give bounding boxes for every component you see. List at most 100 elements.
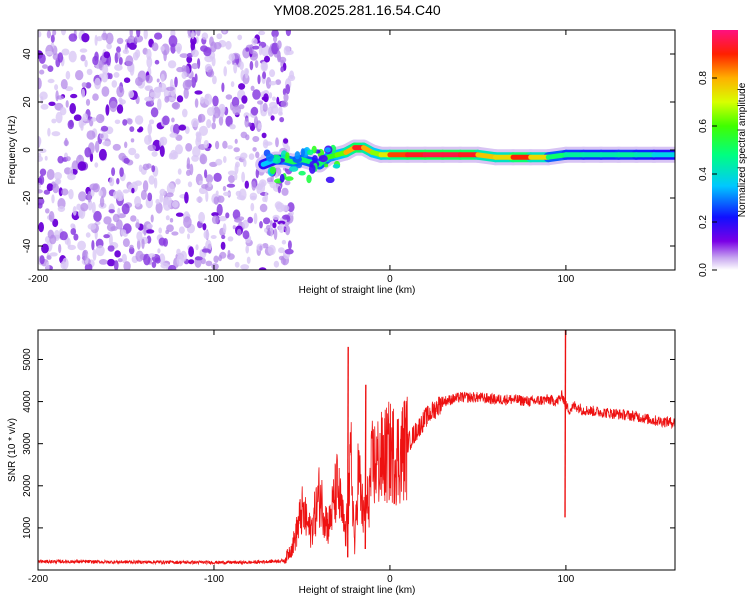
noise-blob: [225, 94, 233, 100]
noise-blob: [56, 95, 64, 100]
noise-blob: [118, 57, 123, 65]
noise-blob: [183, 87, 189, 99]
ridge-blob: [306, 174, 312, 184]
noise-blob: [151, 165, 156, 173]
noise-blob: [127, 35, 136, 45]
noise-blob: [43, 189, 51, 195]
noise-blob: [191, 30, 195, 40]
noise-blob: [194, 73, 198, 83]
noise-blob: [42, 64, 48, 69]
noise-blob: [154, 59, 160, 65]
noise-blob: [284, 248, 294, 255]
noise-blob: [178, 124, 187, 131]
noise-blob: [149, 92, 156, 98]
noise-blob: [280, 66, 285, 73]
noise-blob: [150, 214, 154, 223]
noise-blob: [280, 100, 289, 108]
ridge-segment: [545, 152, 569, 160]
noise-blob: [116, 85, 125, 98]
noise-blob: [198, 187, 207, 195]
noise-blob: [202, 223, 207, 231]
noise-blob: [128, 90, 135, 99]
noise-blob: [184, 191, 189, 204]
ridge-blob: [266, 153, 275, 162]
spectrogram-plot-area: [38, 30, 675, 270]
noise-blob: [188, 246, 195, 258]
noise-blob: [153, 87, 161, 99]
noise-blob: [126, 118, 133, 125]
noise-blob: [284, 180, 291, 186]
noise-blob: [190, 36, 197, 46]
noise-blob: [239, 61, 244, 70]
y-tick-label: 4000: [22, 390, 33, 413]
noise-blob: [257, 122, 262, 130]
noise-blob: [200, 96, 205, 104]
ridge-blob: [318, 155, 328, 163]
noise-blob: [166, 224, 174, 232]
noise-blob: [212, 95, 219, 107]
x-tick-label: -100: [204, 574, 224, 585]
noise-blob: [251, 37, 258, 46]
ridge-blob: [292, 155, 303, 164]
noise-blob: [134, 153, 140, 160]
noise-blob: [199, 154, 208, 165]
noise-blob: [38, 148, 47, 154]
noise-blob: [145, 85, 151, 91]
noise-blob: [278, 255, 285, 261]
spectrogram-ylabel: Frequency (Hz): [7, 116, 18, 185]
noise-blob: [187, 233, 190, 240]
noise-blob: [184, 126, 190, 134]
noise-blob: [178, 226, 185, 234]
noise-blob: [89, 183, 99, 191]
noise-blob: [205, 260, 213, 267]
noise-blob: [283, 45, 291, 56]
noise-blob: [134, 180, 142, 186]
noise-blob: [123, 77, 131, 83]
noise-blob: [77, 240, 86, 251]
noise-blob: [275, 137, 279, 148]
noise-blob: [211, 263, 219, 270]
noise-blob: [38, 155, 43, 162]
noise-blob: [102, 140, 112, 147]
noise-blob: [185, 143, 193, 152]
ridge-blob: [285, 152, 290, 159]
noise-blob: [201, 248, 211, 253]
noise-blob: [255, 151, 260, 159]
noise-blob: [246, 256, 251, 264]
noise-blob: [80, 122, 84, 131]
noise-blob: [61, 48, 70, 56]
noise-blob: [52, 218, 59, 228]
noise-blob: [209, 161, 218, 167]
noise-blob: [157, 248, 161, 254]
colorbar-gradient: [712, 30, 738, 270]
noise-blob: [227, 145, 233, 150]
noise-blob: [204, 169, 208, 179]
noise-blob: [118, 191, 124, 201]
noise-blob: [215, 190, 219, 196]
noise-blob: [141, 238, 145, 250]
noise-blob: [226, 60, 231, 65]
noise-blob: [128, 246, 135, 255]
noise-blob: [46, 30, 52, 39]
noise-blob: [176, 66, 185, 73]
noise-blob: [140, 189, 147, 201]
noise-blob: [234, 173, 238, 181]
noise-blob: [92, 248, 97, 261]
noise-blob: [100, 133, 104, 139]
noise-blob: [65, 86, 74, 92]
noise-blob: [125, 55, 134, 67]
noise-blob: [259, 101, 263, 114]
ridge-blob: [295, 162, 303, 168]
noise-blob: [201, 32, 209, 40]
noise-blob: [182, 108, 188, 118]
noise-blob: [129, 30, 133, 38]
noise-blob: [108, 209, 115, 214]
noise-blob: [91, 117, 97, 122]
noise-blob: [237, 216, 245, 221]
noise-blob: [57, 155, 64, 164]
noise-blob: [49, 234, 57, 245]
noise-blob: [183, 216, 192, 229]
noise-blob: [116, 37, 124, 45]
noise-blob: [47, 127, 51, 137]
noise-blob: [47, 65, 54, 72]
